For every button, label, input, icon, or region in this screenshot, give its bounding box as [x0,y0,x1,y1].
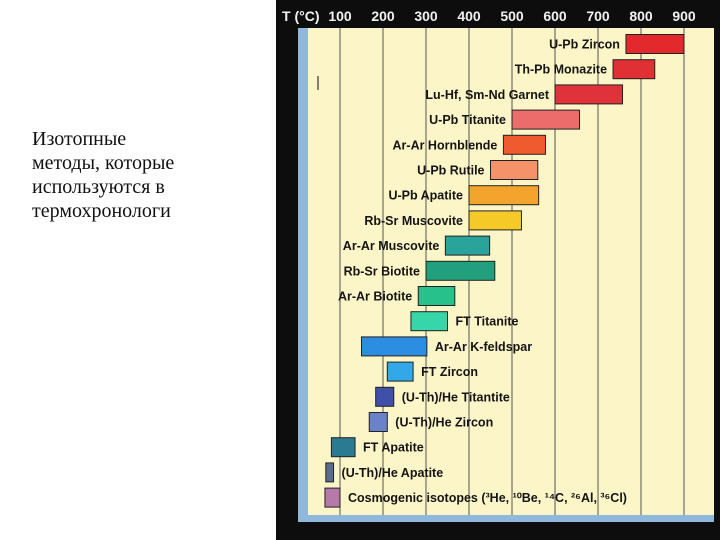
range-bars: U-Pb Zircon Th-Pb Monazite Lu-Hf, Sm-Nd Ga… [324,34,685,508]
range-bar [324,487,341,508]
x-tick-label: 800 [629,8,653,24]
range-bar [330,437,356,458]
bar-label: U-Pb Apatite [388,189,463,203]
bar-label: Cosmogenic isotopes (³He, ¹⁰Be, ¹⁴C, ²⁶A… [348,491,627,505]
plot-left-border [298,28,308,522]
x-axis-label: T (°C) [282,8,319,24]
range-bar [325,462,335,483]
bar-label: (U-Th)/He Apatite [342,466,444,480]
range-bar [361,336,428,357]
range-bar [625,34,685,54]
range-bar [425,260,496,281]
bar-label: Rb-Sr Muscovite [364,214,463,228]
x-tick-label: 100 [328,8,352,24]
range-bar [490,160,539,180]
bar-label: FT Titanite [456,315,519,329]
x-tick-label: 900 [672,8,696,24]
bar-label: FT Apatite [363,441,424,455]
bar-label: (U-Th)/He Titantite [402,390,510,404]
range-bar [468,210,522,231]
slide-caption: Изотопные методы, которые используются в… [32,127,252,223]
bar-label: U-Pb Rutile [417,164,484,178]
x-tick-label: 300 [414,8,438,24]
bar-label: FT Zircon [421,365,478,379]
bar-label: U-Pb Zircon [549,38,620,52]
range-bar [612,59,656,80]
bar-label: Ar-Ar Hornblende [393,138,498,152]
range-bar [444,235,491,256]
bar-label: Ar-Ar Biotite [338,290,412,304]
range-bar [511,109,581,130]
bar-label: Th-Pb Monazite [515,63,607,77]
range-bar [468,185,540,206]
range-bar [375,386,395,407]
chart-canvas: U-Pb Zircon Th-Pb Monazite Lu-Hf, Sm-Nd Ga… [282,8,714,522]
caption-line: используются в [32,176,165,198]
caption-line: Изотопные [32,128,127,150]
bar-label: Ar-Ar Muscovite [343,239,440,253]
range-bar [368,412,388,432]
range-bar [502,134,547,155]
x-tick-label: 400 [457,8,481,24]
bar-label: Ar-Ar K-feldspar [435,340,532,354]
range-bar [386,361,414,382]
x-tick-label: 500 [500,8,524,24]
range-bar [417,286,456,306]
range-bar [410,311,448,332]
bar-label: Rb-Sr Biotite [344,264,420,278]
x-tick-label: 700 [586,8,610,24]
plot-area [298,28,714,522]
x-axis: T (°C) 100 200 300 400 500 600 700 800 900 [282,8,696,24]
bar-label: Lu-Hf, Sm-Nd Garnet [425,88,549,102]
x-tick-label: 200 [371,8,395,24]
bar-label: (U-Th)/He Zircon [395,416,493,430]
gridlines [339,28,685,515]
plot-bottom-border [298,515,714,522]
bar-label: U-Pb Titanite [429,113,506,127]
thermochronology-chart: U-Pb Zircon Th-Pb Monazite Lu-Hf, Sm-Nd Ga… [276,0,720,540]
x-tick-label: 600 [543,8,567,24]
range-bar [554,84,624,105]
caption-line: термохронологи [32,200,171,222]
caption-line: методы, которые [32,152,175,174]
